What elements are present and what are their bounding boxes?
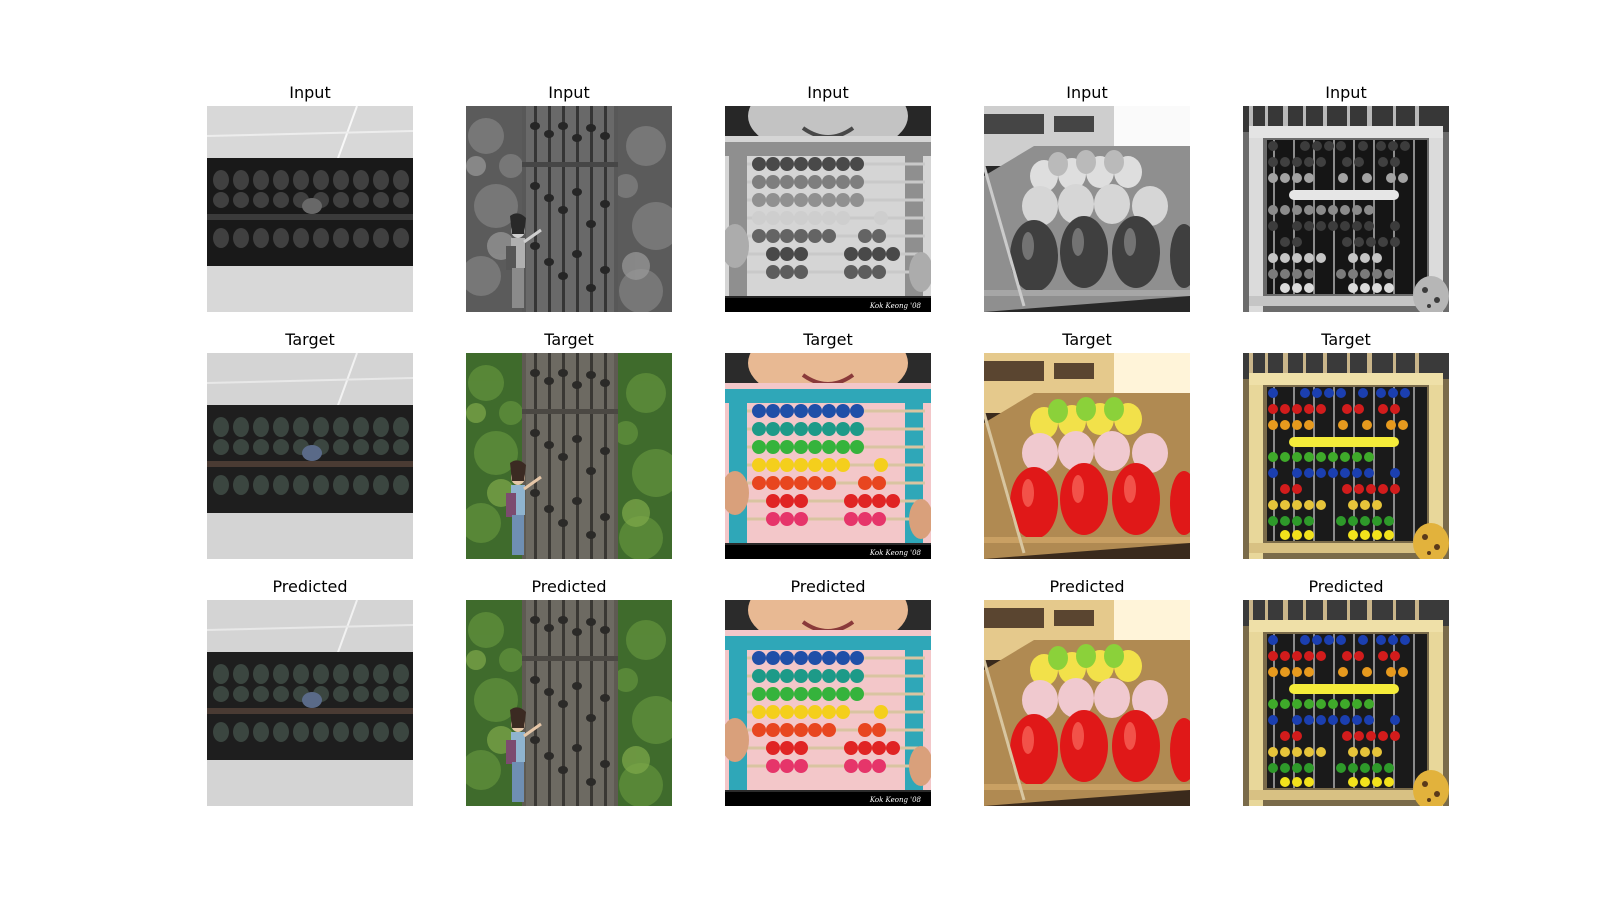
panel-title: Target [803, 330, 853, 349]
target-image-3 [725, 353, 931, 559]
input-image-4 [984, 106, 1190, 312]
target-image-2 [466, 353, 672, 559]
input-image-5 [1243, 106, 1449, 312]
panel-title: Target [1062, 330, 1112, 349]
panel-title: Target [285, 330, 335, 349]
input-image-1 [207, 106, 413, 312]
input-image-2 [466, 106, 672, 312]
panel-title: Input [807, 83, 849, 102]
panel-title: Predicted [1308, 577, 1384, 596]
target-image-4 [984, 353, 1190, 559]
panel-title: Predicted [790, 577, 866, 596]
input-image-3 [725, 106, 931, 312]
panel-title: Target [544, 330, 594, 349]
panel-title: Target [1321, 330, 1371, 349]
panel-title: Predicted [531, 577, 607, 596]
panel-title: Predicted [1049, 577, 1125, 596]
panel-title: Predicted [272, 577, 348, 596]
panel-title: Input [1066, 83, 1108, 102]
target-image-5 [1243, 353, 1449, 559]
panel-title: Input [548, 83, 590, 102]
predicted-image-2 [466, 600, 672, 806]
target-image-1 [207, 353, 413, 559]
predicted-image-5 [1243, 600, 1449, 806]
panel-title: Input [289, 83, 331, 102]
predicted-image-4 [984, 600, 1190, 806]
predicted-image-3 [725, 600, 931, 806]
predicted-image-1 [207, 600, 413, 806]
panel-title: Input [1325, 83, 1367, 102]
